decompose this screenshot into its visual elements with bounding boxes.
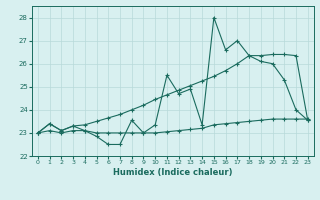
X-axis label: Humidex (Indice chaleur): Humidex (Indice chaleur) — [113, 168, 233, 177]
